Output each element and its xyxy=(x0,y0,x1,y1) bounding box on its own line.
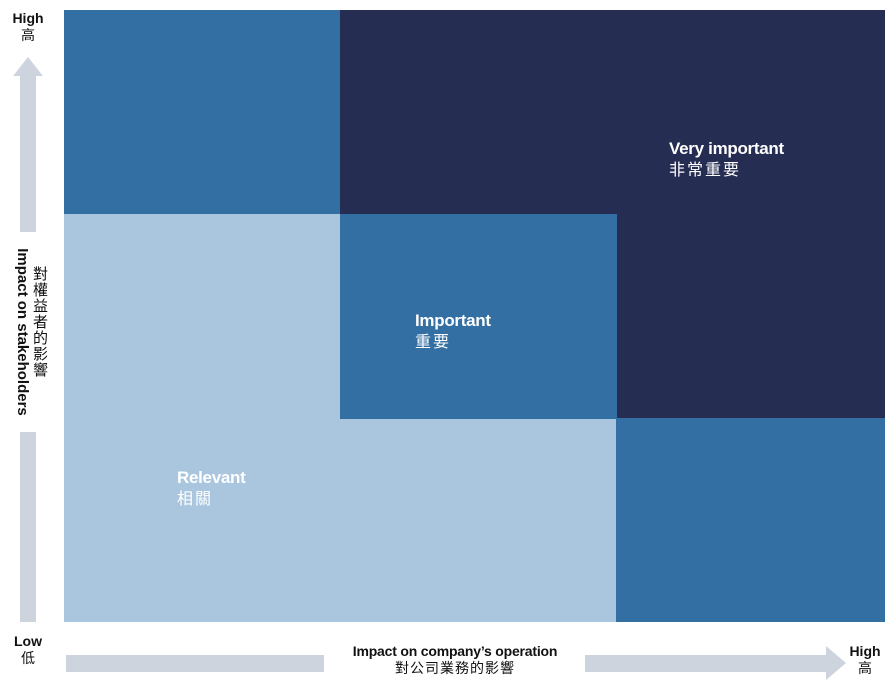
x-axis-label: Impact on company’s operation 對公司業務的影響 xyxy=(325,643,585,677)
relevant-label: Relevant 相關 xyxy=(177,467,246,510)
x-axis-high-en: High xyxy=(849,643,881,659)
very-important-zh: 非常重要 xyxy=(669,162,742,180)
cell-bottom-right xyxy=(616,418,885,622)
x-axis-label-en: Impact on company’s operation xyxy=(352,643,558,659)
relevant-zh: 相關 xyxy=(177,491,214,509)
y-axis-low-en: Low xyxy=(14,633,42,649)
y-axis-high-en: High xyxy=(12,10,44,26)
x-axis-label-zh: 對公司業務的影響 xyxy=(395,659,515,676)
y-axis-low: Low 低 xyxy=(8,633,48,667)
y-axis-arrow-up xyxy=(13,57,43,232)
y-axis-arrow-tail xyxy=(20,432,36,622)
cell-top-left xyxy=(64,10,341,215)
very-important-en: Very important xyxy=(669,139,784,158)
y-axis-label-zh: 對權益者的影響 xyxy=(31,266,48,378)
y-axis-high: High 高 xyxy=(8,10,48,44)
important-label: Important 重要 xyxy=(415,310,491,353)
important-zh: 重要 xyxy=(415,334,452,352)
x-axis-high-zh: 高 xyxy=(858,659,872,676)
y-axis-low-zh: 低 xyxy=(21,649,35,666)
relevant-en: Relevant xyxy=(177,468,246,487)
cell-important-zone xyxy=(340,214,617,419)
very-important-label: Very important 非常重要 xyxy=(669,138,784,181)
important-en: Important xyxy=(415,311,491,330)
y-axis-label-en: Impact on stakeholders xyxy=(14,248,31,416)
y-axis-high-zh: 高 xyxy=(21,26,35,43)
x-axis-arrow-right xyxy=(585,646,846,680)
x-axis-arrow-tail xyxy=(66,655,324,672)
x-axis-high: High 高 xyxy=(845,643,885,677)
